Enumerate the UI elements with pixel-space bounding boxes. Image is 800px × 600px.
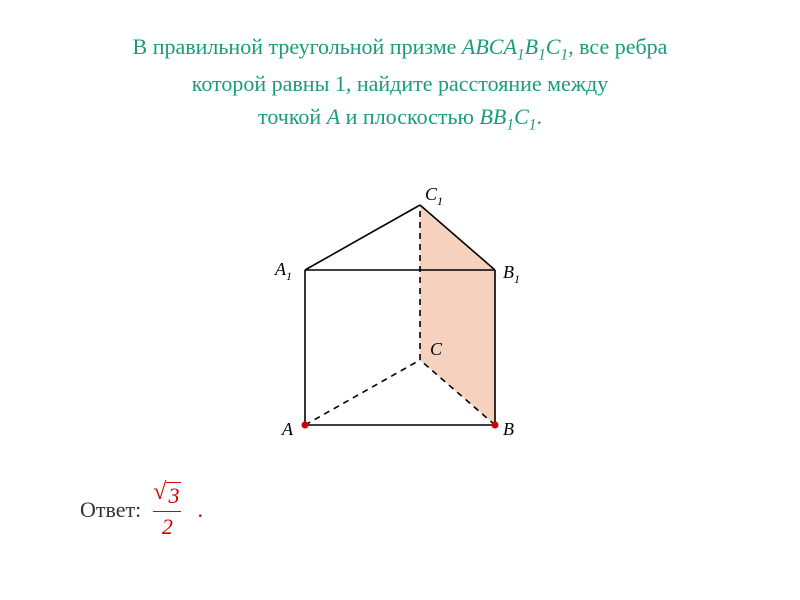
prism-label: C — [546, 34, 561, 59]
label-b: B — [503, 419, 514, 439]
label-b1: B1 — [503, 262, 520, 286]
denominator: 2 — [162, 514, 173, 540]
vertex-a-dot — [302, 422, 309, 429]
plane-label: C — [514, 104, 529, 129]
sub: 1 — [517, 46, 525, 63]
problem-statement: В правильной треугольной призме ABCA1B1C… — [50, 30, 750, 136]
prism-label: B — [525, 34, 538, 59]
answer-fraction: √ 3 2 — [153, 480, 181, 541]
radicand: 3 — [166, 482, 181, 509]
diagram-svg: A B C A1 B1 C1 — [270, 170, 530, 450]
period: . — [197, 497, 203, 523]
label-a: A — [281, 419, 294, 439]
prism-label: ABCA — [462, 34, 517, 59]
prism-diagram: A B C A1 B1 C1 — [270, 170, 530, 450]
edge-ac — [305, 360, 420, 425]
answer-block: Ответ: √ 3 2 . — [80, 480, 203, 541]
sub: 1 — [538, 46, 546, 63]
text: точкой — [258, 104, 327, 129]
vertex-b-dot — [492, 422, 499, 429]
label-a1: A1 — [274, 259, 292, 283]
fraction-bar — [153, 511, 181, 513]
problem-line2: которой равны 1, найдите расстояние межд… — [50, 67, 750, 100]
sub: 1 — [506, 116, 514, 133]
text: . — [536, 104, 542, 129]
text: В правильной треугольной призме — [133, 34, 462, 59]
label-c1: C1 — [425, 184, 443, 208]
radical-sign: √ — [153, 480, 166, 509]
problem-line1: В правильной треугольной призме ABCA1B1C… — [50, 30, 750, 67]
text: и плоскостью — [340, 104, 479, 129]
problem-line3: точкой A и плоскостью BB1C1. — [50, 100, 750, 137]
text: , все ребра — [568, 34, 667, 59]
answer-label: Ответ: — [80, 497, 141, 523]
edge-a1c1 — [305, 205, 420, 270]
plane-label: BB — [479, 104, 506, 129]
numerator: √ 3 — [153, 480, 181, 509]
label-c: C — [430, 339, 443, 359]
sqrt-icon: √ 3 — [153, 480, 181, 509]
point-label: A — [327, 104, 340, 129]
